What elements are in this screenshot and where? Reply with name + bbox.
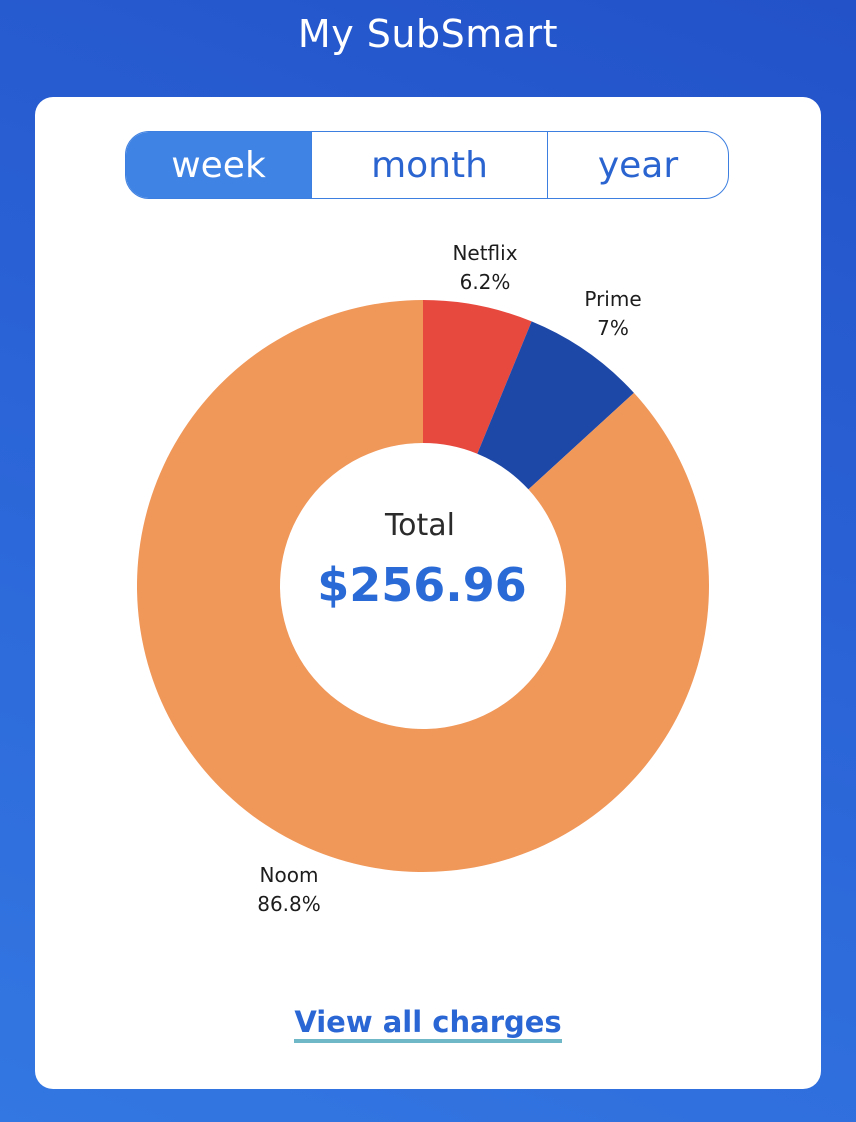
slice-label-noom: Noom	[260, 863, 319, 887]
center-total-label: Total	[384, 508, 455, 543]
summary-card: week month year Netflix 6.2% Prime 7% Noom 86…	[35, 97, 821, 1089]
app-title: My SubSmart	[297, 12, 559, 56]
center-total-amount: $256.96	[317, 558, 527, 612]
tab-month[interactable]: month	[311, 132, 547, 198]
slice-percent-noom: 86.8%	[257, 892, 321, 916]
view-all-charges-link[interactable]: View all charges	[294, 1005, 562, 1043]
slice-noom	[137, 300, 710, 873]
slice-percent-prime: 7%	[597, 316, 629, 340]
tab-week[interactable]: week	[126, 132, 311, 198]
period-selector: week month year	[125, 131, 729, 199]
slice-label-prime: Prime	[584, 287, 641, 311]
slice-netflix	[423, 300, 532, 454]
spending-donut-chart: Netflix 6.2% Prime 7% Noom 86.8% Total $256.9…	[137, 241, 710, 916]
tab-year[interactable]: year	[547, 132, 728, 198]
slice-prime	[477, 321, 634, 490]
slice-percent-netflix: 6.2%	[460, 270, 511, 294]
slice-label-netflix: Netflix	[452, 241, 517, 265]
